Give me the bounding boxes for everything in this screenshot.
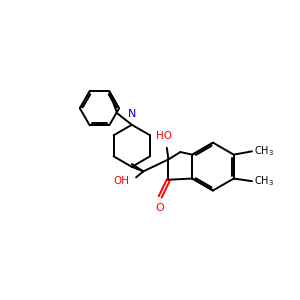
Text: CH$_3$: CH$_3$ — [254, 174, 274, 188]
Text: OH: OH — [113, 176, 129, 186]
Text: N: N — [128, 109, 136, 119]
Text: CH$_3$: CH$_3$ — [254, 144, 274, 158]
Text: O: O — [155, 203, 164, 213]
Text: HO: HO — [157, 130, 172, 140]
